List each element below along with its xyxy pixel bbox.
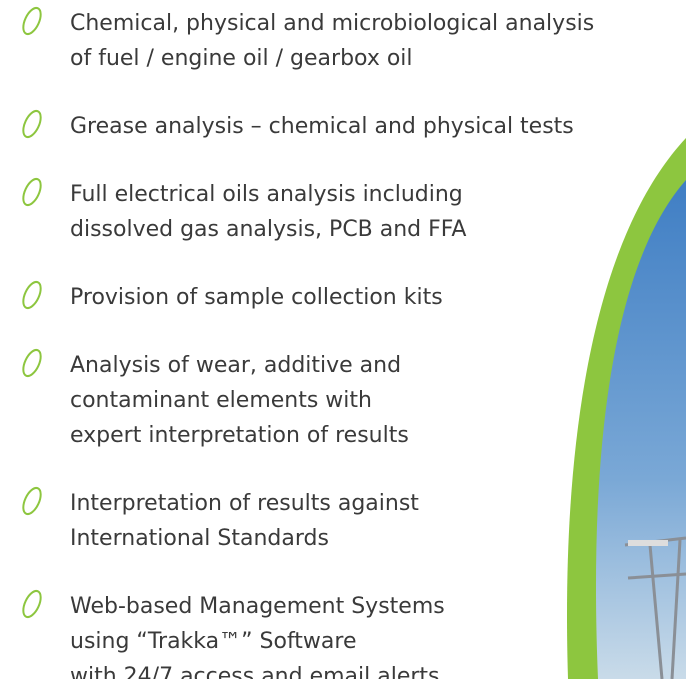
item-text: International Standards <box>70 526 329 551</box>
bullet <box>20 108 45 139</box>
item-text: Provision of sample collection kits <box>70 285 443 310</box>
list-item: Chemical, physical and microbiological a… <box>20 5 594 71</box>
bullet <box>20 5 45 36</box>
page: Chemical, physical and microbiological a… <box>0 0 686 679</box>
item-text: using “Trakka™” Software <box>70 629 357 654</box>
bullet <box>20 176 45 207</box>
list-item: Full electrical oils analysis including d… <box>20 176 467 242</box>
item-text: Analysis of wear, additive and <box>70 353 401 378</box>
list-item: Provision of sample collection kits <box>20 279 443 310</box>
bullet <box>20 588 45 619</box>
item-text: Interpretation of results against <box>70 491 419 516</box>
item-text: expert interpretation of results <box>70 423 409 448</box>
bullet <box>20 485 45 516</box>
list-item: Grease analysis – chemical and physical … <box>20 108 574 139</box>
item-text: Web-based Management Systems <box>70 594 445 619</box>
bullet <box>20 279 45 310</box>
list-item: Analysis of wear, additive and contaminan… <box>20 347 409 448</box>
item-text: Chemical, physical and microbiological a… <box>70 11 594 36</box>
list-item: Interpretation of results against Interna… <box>20 485 420 551</box>
service-list: Chemical, physical and microbiological a… <box>20 5 594 679</box>
bullet <box>20 347 45 378</box>
item-text: contaminant elements with <box>70 388 372 413</box>
item-text: with 24/7 access and email alerts <box>70 664 440 679</box>
leaf-image <box>567 138 686 679</box>
item-text: dissolved gas analysis, PCB and FFA <box>70 217 466 242</box>
list-item: Web-based Management Systems using “Trakk… <box>20 588 445 679</box>
item-text: Grease analysis – chemical and physical … <box>70 114 574 139</box>
item-text: of fuel / engine oil / gearbox oil <box>70 46 413 71</box>
item-text: Full electrical oils analysis including <box>70 182 463 207</box>
